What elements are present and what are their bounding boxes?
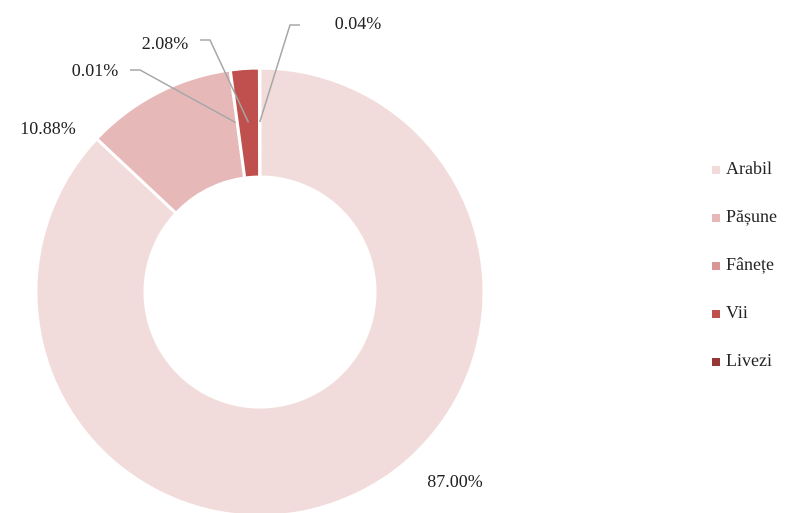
slice: [257, 66, 262, 179]
legend-swatch: [712, 166, 720, 174]
slice: [34, 66, 486, 513]
leader-line: [200, 39, 250, 123]
legend-label: Pășune: [726, 206, 777, 226]
legend-label: Livezi: [726, 350, 772, 370]
leader-line: [130, 69, 238, 125]
data-label: 10.88%: [20, 118, 76, 138]
legend-label: Arabil: [726, 158, 772, 178]
legend-swatch: [712, 358, 720, 366]
legend-swatch: [712, 214, 720, 222]
data-label: 87.00%: [427, 471, 483, 491]
legend-swatch: [712, 262, 720, 270]
data-label: 0.01%: [72, 60, 119, 80]
leader-line: [259, 24, 300, 123]
legend-label: Vii: [726, 302, 748, 322]
legend-swatch: [712, 310, 720, 318]
data-label: 0.04%: [335, 13, 382, 33]
legend-label: Fânețe: [726, 254, 774, 274]
data-label: 2.08%: [142, 33, 189, 53]
